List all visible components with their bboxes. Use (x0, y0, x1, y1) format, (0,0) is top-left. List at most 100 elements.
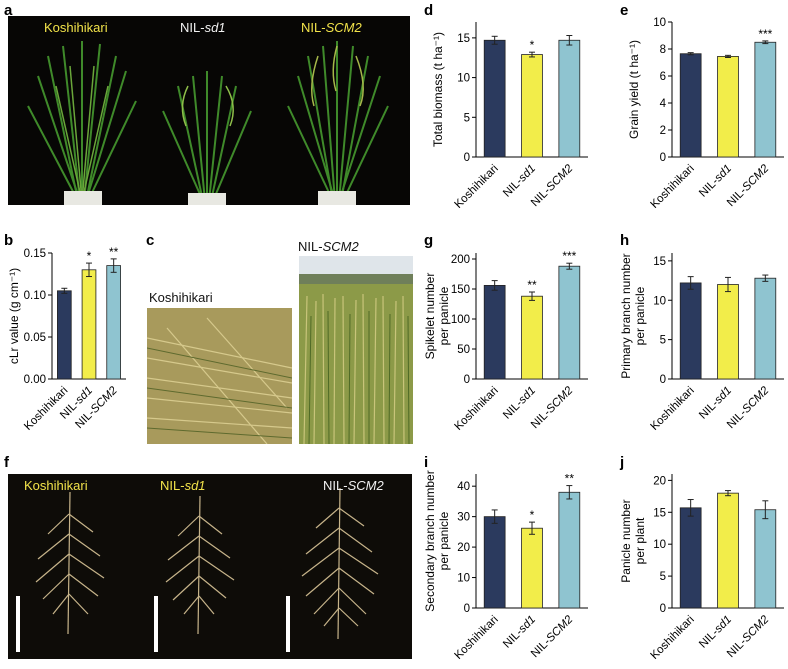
category-label: Koshihikari (649, 385, 697, 433)
y-axis-label: Grain yield (t ha⁻¹) (627, 40, 641, 139)
scale-bar-2 (154, 596, 158, 652)
category-label: NIL-sd1 (501, 614, 538, 651)
y-tick-label: 40 (457, 481, 470, 493)
significance-label: * (530, 508, 535, 522)
y-tick-label: 50 (457, 344, 470, 356)
y-tick-label: 0 (660, 152, 666, 164)
category-label: NIL-sd1 (501, 163, 538, 200)
chart-g: 0 50 100 150 200 Spikelet number per panicle Ko… (423, 249, 588, 433)
y-tick-label: 30 (457, 512, 470, 524)
bar (679, 53, 702, 158)
bar (81, 269, 97, 380)
scale-bar-3 (286, 596, 290, 652)
category-label: Koshihikari (649, 614, 697, 662)
y-axis-label: per plant (633, 517, 647, 564)
photo-c-label-nil-scm2: NIL-SCM2 (298, 239, 359, 254)
y-axis-label: per panicle (437, 286, 451, 345)
bar (754, 277, 777, 380)
rice-plants-illustration (27, 41, 389, 205)
category-label: Koshihikari (453, 614, 501, 662)
y-tick-label: 15 (653, 507, 666, 519)
photo-rice-plants (8, 16, 410, 205)
y-axis-label: Secondary branch number (423, 470, 437, 611)
bar (521, 54, 543, 158)
bar (679, 507, 702, 609)
photo-a-label-koshihikari: Koshihikari (44, 20, 108, 35)
bar (558, 39, 581, 158)
photo-panicles (8, 474, 412, 659)
significance-label: * (530, 38, 535, 52)
pot-nil-scm2 (318, 191, 356, 205)
bar (679, 282, 702, 380)
photo-f-label-koshihikari: Koshihikari (24, 478, 88, 493)
y-axis-label: Total biomass (t ha⁻¹) (431, 32, 445, 147)
category-label: NIL-sd1 (501, 385, 538, 422)
y-tick-label: 2 (660, 125, 666, 137)
panel-letter-h: h (620, 232, 630, 249)
significance-label: ** (527, 278, 537, 292)
bar (483, 39, 506, 158)
significance-label: * (87, 249, 92, 263)
panel-letter-d: d (424, 2, 434, 19)
panel-letter-e: e (620, 2, 629, 19)
y-axis-label: per panicle (437, 511, 451, 570)
y-tick-label: 0 (660, 374, 666, 386)
bar (521, 527, 543, 609)
pot-nil-sd1 (188, 193, 226, 205)
chart-e: 0 2 4 6 8 10 Grain yield (t ha⁻¹) Koshihikari NI… (627, 17, 784, 211)
photo-field-nil-scm2 (299, 256, 413, 444)
photo-f-label-nil-scm2: NIL-SCM2 (323, 478, 384, 493)
y-tick-label: 0.05 (24, 332, 46, 344)
bar (717, 284, 739, 380)
y-axis-label: Primary branch number (619, 253, 633, 378)
y-tick-label: 0 (660, 603, 666, 615)
panel-letter-j: j (620, 454, 625, 471)
panicle-nil-sd1 (165, 495, 235, 635)
y-tick-label: 0.10 (24, 290, 46, 302)
y-tick-label: 10 (457, 573, 470, 585)
chart-d: 0 5 10 15 Total biomass (t ha⁻¹) Koshihikari *… (431, 22, 588, 211)
y-tick-label: 5 (464, 112, 470, 124)
bar (558, 265, 581, 380)
panel-letter-a: a (4, 2, 13, 19)
y-tick-label: 8 (660, 44, 666, 56)
panel-letter-g: g (424, 232, 434, 249)
bar (754, 41, 777, 158)
panicles-illustration (16, 487, 379, 652)
lodged-field-illustration (147, 308, 292, 444)
plant-koshihikari (27, 41, 137, 202)
bar (717, 492, 739, 609)
bar (106, 265, 121, 380)
y-tick-label: 200 (451, 254, 470, 266)
bar (483, 284, 506, 380)
category-label: NIL-sd1 (697, 385, 734, 422)
panel-letter-b: b (4, 232, 14, 249)
panicle-koshihikari (35, 491, 105, 635)
upright-field-illustration (299, 256, 413, 444)
y-tick-label: 0 (464, 152, 470, 164)
y-tick-label: 15 (457, 33, 470, 45)
bar (717, 56, 739, 158)
significance-label: *** (562, 249, 576, 263)
y-axis-label: Panicle number (619, 499, 633, 582)
y-tick-label: 6 (660, 71, 666, 83)
y-tick-label: 100 (451, 314, 470, 326)
chart-h: 0 5 10 15 Primary branch number per panicle Ko… (619, 253, 784, 433)
photo-a-label-nil-scm2: NIL-SCM2 (301, 20, 362, 35)
photo-field-koshihikari (147, 308, 292, 444)
y-tick-label: 4 (660, 98, 667, 110)
panel-letter-f: f (4, 454, 9, 471)
photo-c-label-koshihikari: Koshihikari (149, 290, 213, 305)
category-label: NIL-sd1 (697, 614, 734, 651)
y-tick-label: 5 (660, 335, 666, 347)
y-tick-label: 0 (464, 374, 470, 386)
y-tick-label: 10 (457, 73, 470, 85)
significance-label: ** (109, 245, 119, 259)
y-tick-label: 10 (653, 539, 666, 551)
scale-bar-1 (16, 596, 20, 652)
significance-label: *** (758, 27, 772, 41)
pot-koshihikari (64, 191, 102, 205)
y-tick-label: 10 (653, 17, 666, 29)
